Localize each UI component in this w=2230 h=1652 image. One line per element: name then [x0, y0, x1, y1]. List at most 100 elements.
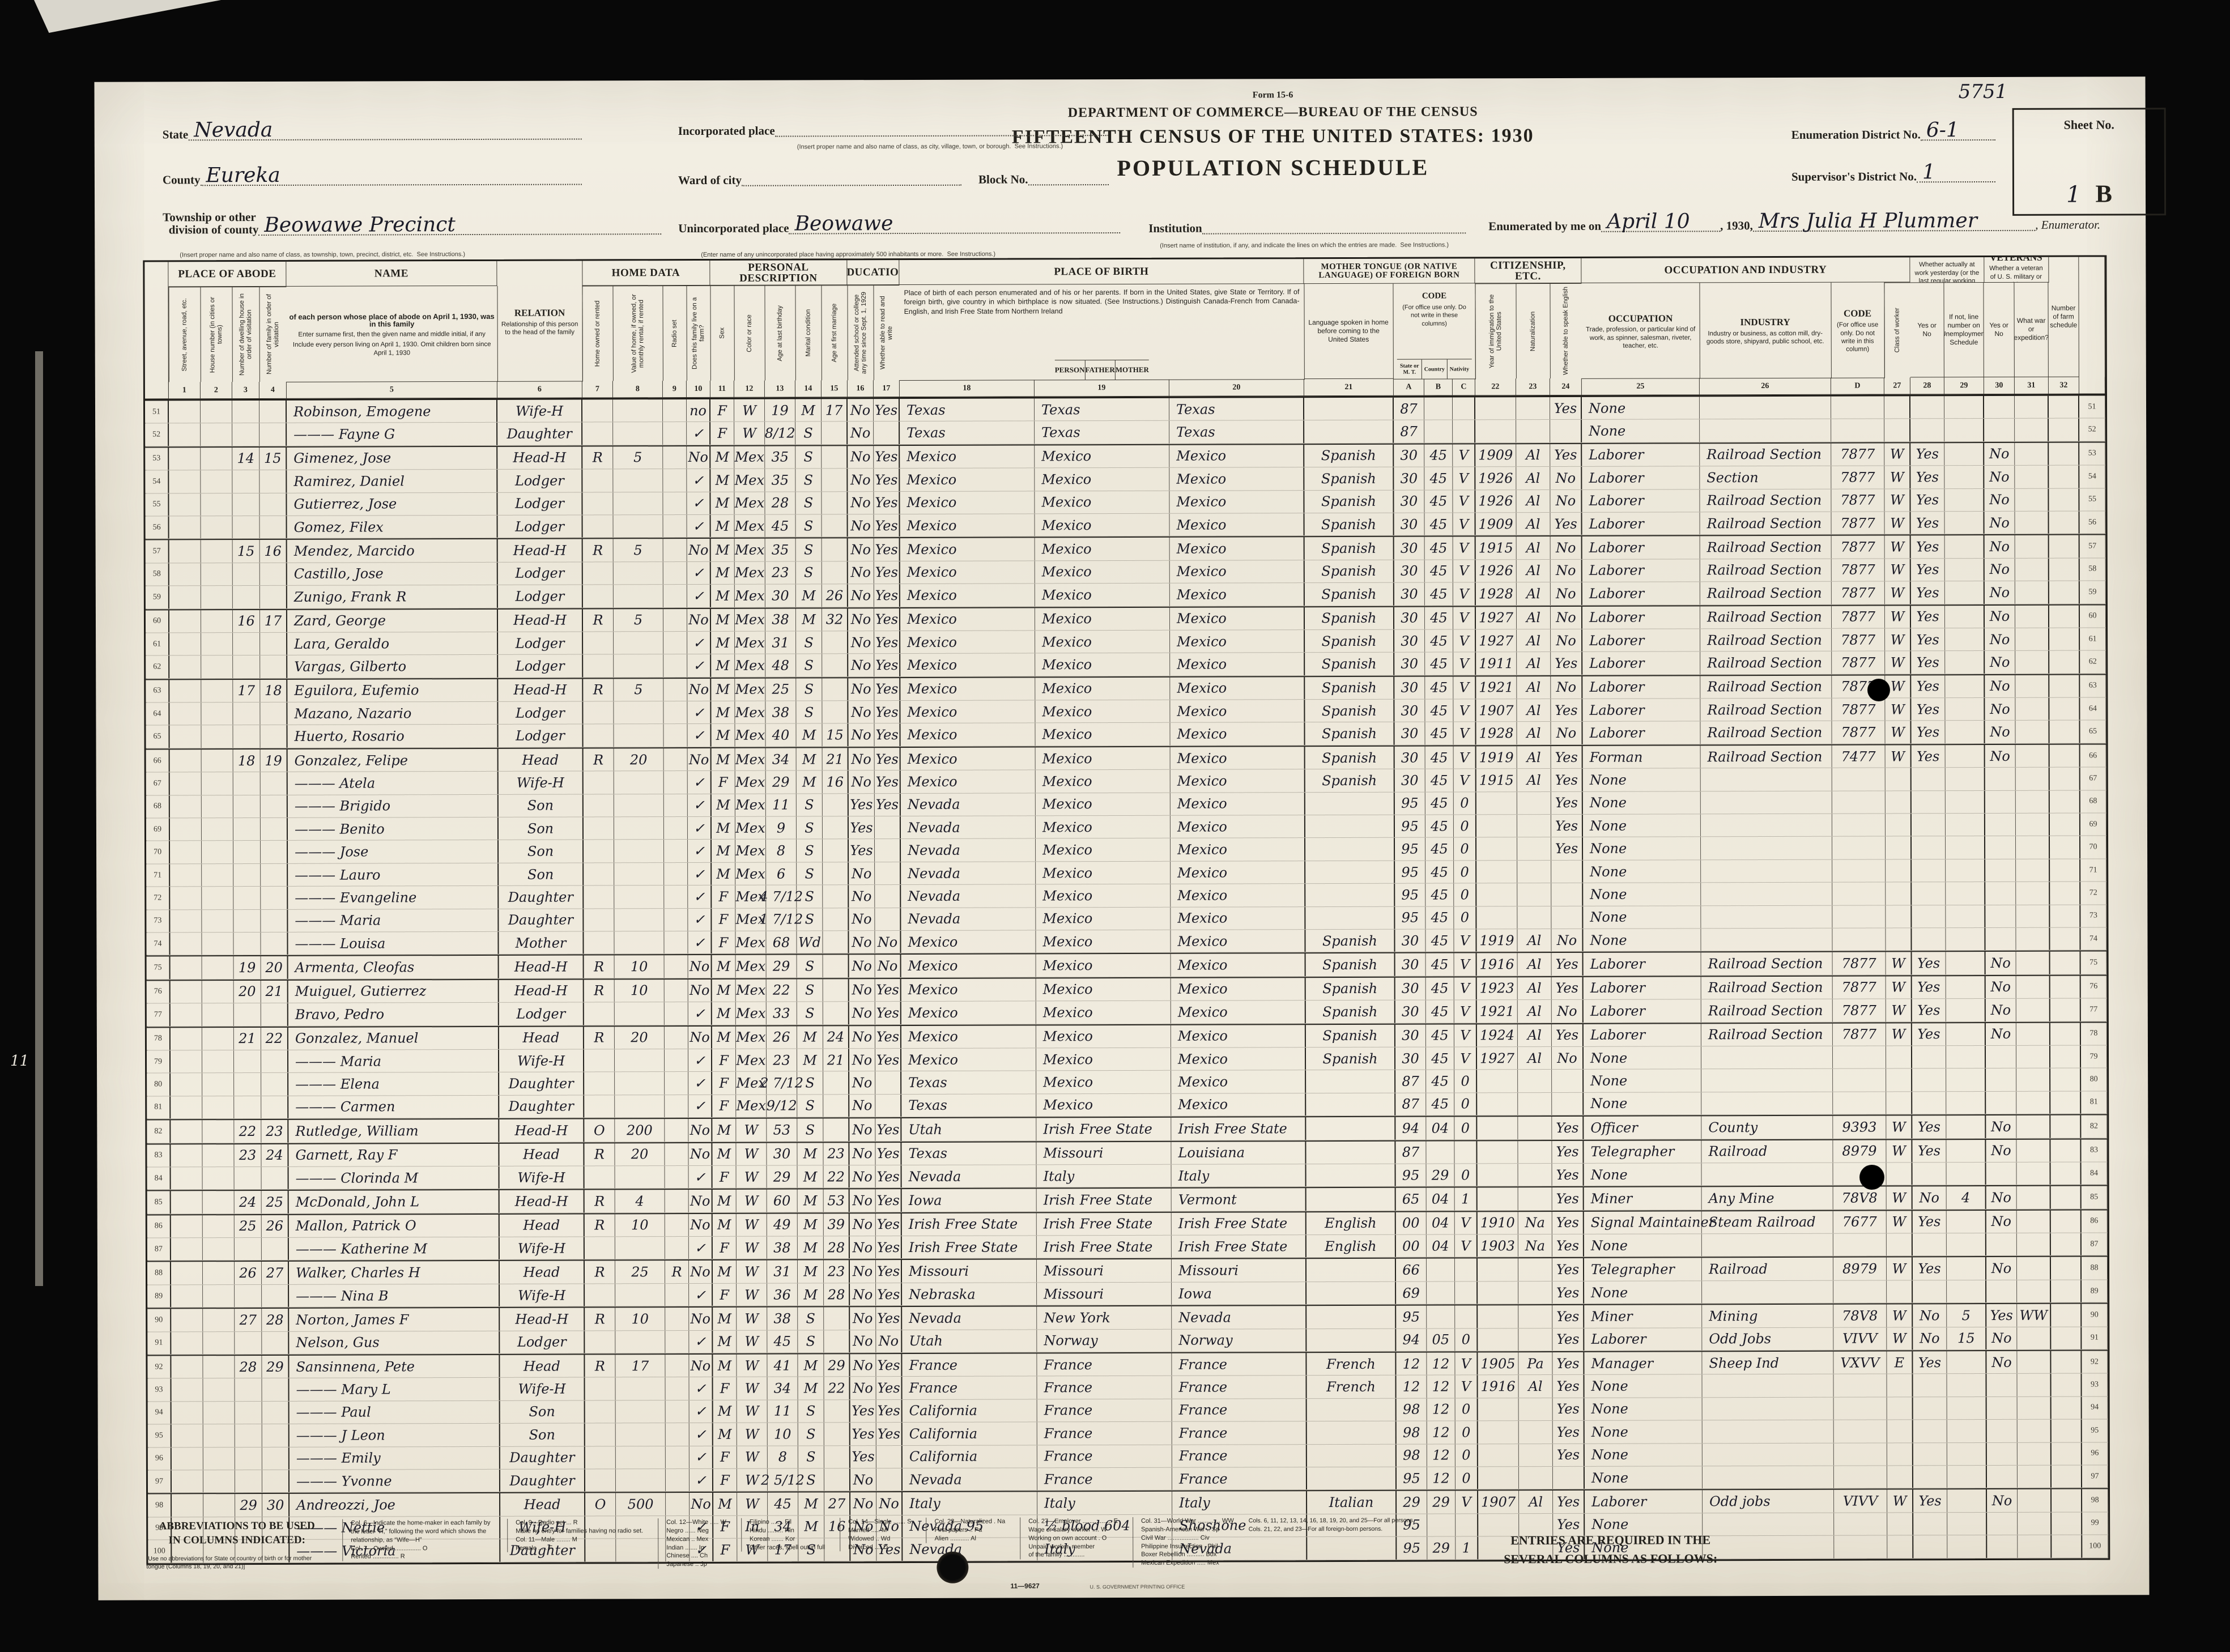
cell-war: [2016, 927, 2050, 951]
cell-own: R: [585, 1308, 616, 1331]
cell-code: 7477: [1832, 745, 1886, 768]
cell-farm: No: [688, 1119, 713, 1142]
cell-sex: F: [713, 1468, 738, 1492]
cell-code: 7877: [1831, 443, 1885, 466]
header-label-ind_desc: Industry or business, as cotton mill, dr…: [1706, 330, 1824, 346]
cell-nat: Na: [1518, 1211, 1552, 1234]
cell-occ: None: [1584, 1398, 1703, 1421]
column-number: 23: [1516, 378, 1550, 396]
cell-vet: [1985, 859, 2016, 882]
cell-pobm: Irish Free State: [1171, 1235, 1306, 1258]
cell-uline: [1944, 488, 1985, 512]
line-number-left: 75: [146, 956, 171, 980]
cell-lang: [1306, 1467, 1397, 1490]
cell-nat: [1518, 1305, 1553, 1328]
cell-eng: Yes: [1552, 1234, 1584, 1257]
cell-vet: [1986, 1442, 2018, 1465]
cell-mar: S: [797, 1095, 824, 1117]
cell-dw: [233, 932, 261, 955]
cell-code: [1831, 396, 1885, 419]
cell-nat: [1516, 397, 1551, 420]
cell-vet: No: [1986, 1327, 2018, 1350]
header-label-vet_desc: Whether a veteran of U. S. military or n…: [1989, 265, 2043, 283]
cell-dw: [233, 725, 261, 748]
cell-lang: [1305, 906, 1395, 930]
cell-name: ——— Carmen: [288, 1095, 500, 1118]
sheet-value: 1: [2066, 181, 2081, 208]
cell-farm: No: [688, 1214, 713, 1237]
cell-ca: 87: [1395, 1093, 1427, 1115]
cell-fam: [259, 516, 287, 539]
cell-mar: S: [798, 1400, 824, 1423]
cell-val: [614, 1049, 665, 1072]
cell-farm: No: [687, 539, 711, 561]
cell-mar: M: [797, 1142, 824, 1165]
cell-work: [1912, 1091, 1947, 1114]
cell-sex: M: [712, 955, 736, 978]
cell-pob: Mexico: [900, 491, 1035, 514]
cell-sex: M: [712, 840, 736, 862]
cell-pobm: Mexico: [1171, 1093, 1306, 1116]
cell-yr: 1924: [1476, 1024, 1518, 1047]
cell-work: [1911, 814, 1946, 836]
cell-pob: France: [902, 1376, 1037, 1399]
cell-cc: [1455, 1305, 1478, 1329]
cell-race: Mex: [735, 931, 767, 954]
cell-occ: Laborer: [1582, 699, 1701, 722]
cell-nat: Al: [1517, 1024, 1552, 1047]
cell-sex: M: [712, 1118, 737, 1142]
cell-eng: No: [1551, 676, 1583, 699]
cell-race: Mex: [735, 840, 767, 862]
cell-val: [615, 1095, 665, 1118]
cell-pob: Mexico: [900, 678, 1036, 701]
column-number: 28: [1910, 377, 1944, 395]
cell-code: 7877: [1832, 698, 1886, 721]
line-number-right: 86: [2081, 1210, 2108, 1233]
cell-code: [1832, 905, 1886, 928]
column-number: 3: [232, 381, 259, 399]
cell-rw: Yes: [874, 654, 901, 676]
cell-st: [169, 655, 202, 679]
cell-mar: S: [796, 794, 823, 816]
cell-fs: [2051, 1304, 2082, 1327]
cell-sch: No: [849, 908, 875, 931]
cell-nat: Al: [1517, 629, 1551, 652]
cell-val: [615, 1446, 666, 1469]
population-schedule-table: PLACE OF ABODE Street, avenue, road, etc.…: [143, 255, 2110, 1565]
cell-val: 20: [614, 748, 664, 771]
line-number-left: 55: [145, 493, 169, 516]
cell-pobf: France: [1037, 1421, 1172, 1445]
cell-yr: 1910: [1477, 1211, 1518, 1234]
cell-age: 45: [768, 1492, 799, 1515]
cell-lang: Spanish: [1305, 676, 1395, 700]
cell-cls: [1886, 928, 1912, 951]
cell-occ: Laborer: [1582, 676, 1701, 699]
cell-radio: [663, 561, 687, 585]
cell-eng: Yes: [1552, 1163, 1584, 1186]
line-number-right: 72: [2080, 882, 2107, 905]
cell-lang: Spanish: [1305, 953, 1395, 976]
line-number-left: 92: [147, 1356, 172, 1378]
cell-eng: No: [1551, 629, 1583, 652]
cell-agem: 29: [824, 1354, 850, 1377]
cell-code: [1832, 814, 1886, 837]
line-number-right: 83: [2081, 1139, 2108, 1162]
cell-dw: [233, 1003, 261, 1026]
cell-dw: 28: [235, 1355, 262, 1378]
cell-pobf: Mexico: [1035, 560, 1170, 584]
cell-race: Mex: [734, 469, 765, 492]
cell-pob: Mexico: [900, 723, 1036, 746]
cell-pobf: Mexico: [1035, 815, 1171, 838]
cell-vet: [1985, 790, 2016, 814]
cell-code: 7877: [1832, 651, 1886, 674]
cell-code: 8979: [1833, 1139, 1887, 1163]
cell-work: Yes: [1912, 1139, 1947, 1163]
cell-lang: Spanish: [1305, 629, 1395, 653]
cell-work: Yes: [1912, 999, 1946, 1021]
cell-war: [2017, 1374, 2052, 1396]
cell-ind: [1701, 1092, 1833, 1115]
cell-agem: 24: [823, 1025, 849, 1049]
cell-radio: [663, 422, 687, 445]
cell-sex: M: [713, 1308, 737, 1330]
cell-code: 7877: [1831, 535, 1885, 559]
